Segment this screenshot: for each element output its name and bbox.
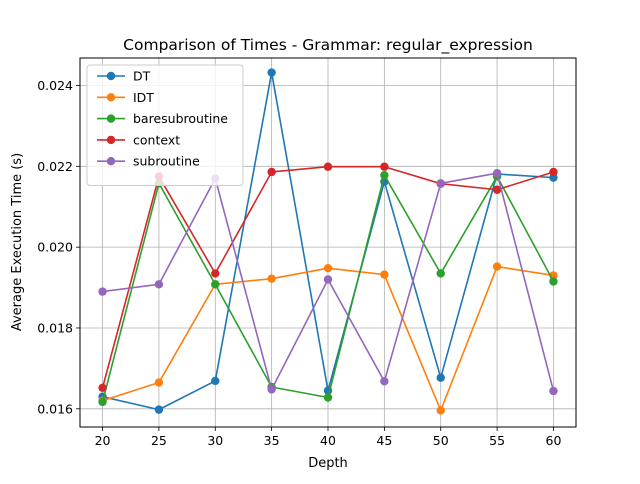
data-point <box>154 378 164 387</box>
legend-label: DT <box>133 69 151 84</box>
axis-ticks: 20 25 30 35 40 45 50 55 60 0.016 0.018 0.020 0.022 0.… <box>37 78 561 448</box>
x-tick-label: 20 <box>95 433 111 448</box>
y-tick-label: 0.020 <box>37 240 73 255</box>
data-point <box>436 269 445 278</box>
x-tick-label: 40 <box>320 433 336 448</box>
x-tick-label: 55 <box>489 433 505 448</box>
legend-label: subroutine <box>133 154 200 169</box>
legend-label: baresubroutine <box>133 111 228 126</box>
legend-label: context <box>133 132 180 147</box>
data-point <box>267 385 276 394</box>
x-tick-label: 30 <box>207 433 223 448</box>
legend-marker <box>106 71 116 81</box>
data-point <box>267 274 276 283</box>
data-point <box>549 277 558 286</box>
data-point <box>323 275 333 284</box>
data-point <box>323 263 333 273</box>
x-tick-label: 45 <box>376 433 392 448</box>
x-tick-label: 25 <box>151 433 167 448</box>
x-axis-label: Depth <box>308 456 348 471</box>
y-tick-label: 0.018 <box>37 320 73 335</box>
y-axis-label: Average Execution Time (s) <box>10 153 25 331</box>
data-point <box>267 167 276 177</box>
data-point <box>380 171 389 180</box>
legend-item: baresubroutine <box>97 111 228 126</box>
data-point <box>98 287 107 296</box>
x-tick-label: 60 <box>546 433 562 448</box>
legend-marker <box>106 114 116 123</box>
data-point <box>98 383 107 392</box>
data-point <box>492 185 502 194</box>
legend-item: DT <box>97 69 151 84</box>
data-point <box>98 397 107 407</box>
data-point <box>380 377 389 386</box>
legend-item: IDT <box>97 90 154 105</box>
data-point <box>549 167 558 177</box>
legend-marker <box>106 135 116 145</box>
legend-box <box>86 64 244 186</box>
data-point <box>380 162 389 171</box>
data-point <box>436 373 445 382</box>
legend-marker <box>106 93 116 102</box>
data-point <box>211 376 220 386</box>
series-layer <box>98 68 558 415</box>
chart-title: Comparison of Times - Grammar: regular_e… <box>123 36 533 55</box>
y-tick-label: 0.024 <box>37 78 73 93</box>
data-point <box>323 162 333 171</box>
data-point <box>154 280 164 289</box>
data-point <box>211 269 220 278</box>
data-point <box>492 262 502 271</box>
data-point <box>436 406 445 415</box>
data-point <box>267 68 276 77</box>
data-point <box>154 405 164 414</box>
legend-item: subroutine <box>97 154 200 169</box>
legend-label: IDT <box>133 90 154 105</box>
x-tick-label: 35 <box>264 433 280 448</box>
legend-item: context <box>97 132 180 147</box>
legend: DT IDT baresubroutine context subroutine <box>86 64 244 186</box>
data-point <box>492 168 502 178</box>
y-tick-label: 0.016 <box>37 401 73 416</box>
series-context <box>98 162 558 392</box>
legend-marker <box>106 157 116 166</box>
data-point <box>549 386 558 396</box>
data-point <box>211 280 220 289</box>
x-tick-label: 50 <box>433 433 449 448</box>
y-tick-label: 0.022 <box>37 159 73 174</box>
data-point <box>380 270 389 279</box>
data-point <box>436 179 445 188</box>
data-point <box>323 393 333 402</box>
